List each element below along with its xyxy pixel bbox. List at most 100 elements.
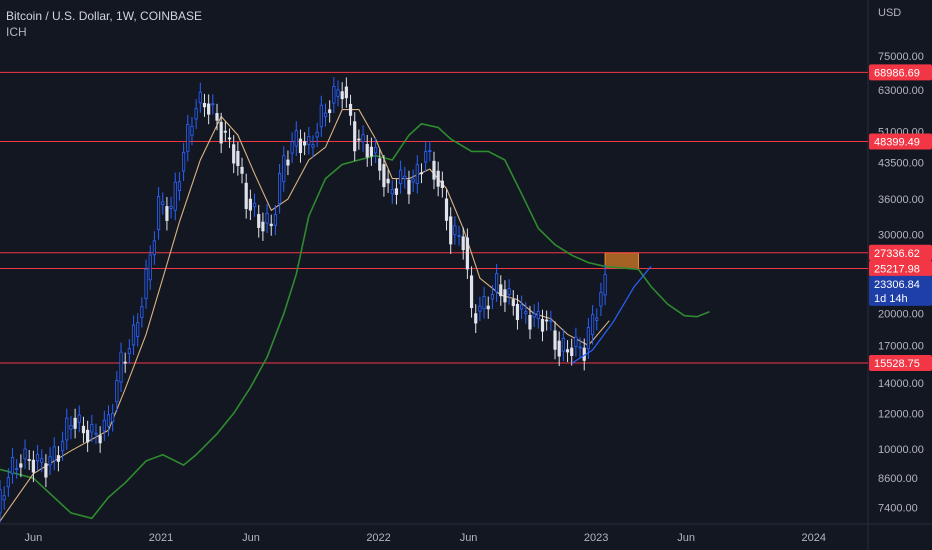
candle-body bbox=[173, 181, 177, 211]
candle-body bbox=[536, 311, 540, 320]
candle-body bbox=[361, 134, 365, 143]
candle-body bbox=[265, 212, 269, 224]
x-tick-label: Jun bbox=[242, 532, 260, 544]
candle-body bbox=[6, 477, 10, 488]
candle-body bbox=[340, 91, 344, 100]
candle-body bbox=[148, 254, 152, 281]
level-price-label: 25217.98 bbox=[874, 264, 920, 276]
candle-body bbox=[540, 318, 545, 332]
candle-body bbox=[115, 380, 119, 403]
candle-body bbox=[102, 419, 106, 432]
candle-body bbox=[219, 121, 223, 144]
candle-body bbox=[252, 202, 257, 208]
y-tick-label: 8600.00 bbox=[878, 473, 918, 485]
candle-body bbox=[65, 417, 69, 441]
candle-body bbox=[319, 104, 323, 128]
candle-body bbox=[90, 423, 94, 433]
bar-countdown-label: 1d 14h bbox=[874, 293, 908, 305]
candle-body bbox=[369, 146, 374, 157]
candle-body bbox=[465, 237, 469, 270]
candle-body bbox=[215, 113, 219, 121]
x-tick-label: Jun bbox=[677, 532, 695, 544]
last-price-label: 23306.84 bbox=[874, 279, 920, 291]
candle-body bbox=[23, 448, 27, 460]
candle-body bbox=[257, 214, 261, 228]
candle-body bbox=[499, 284, 503, 297]
candle-body bbox=[545, 319, 549, 322]
candle-body bbox=[394, 188, 399, 195]
y-tick-label: 63000.00 bbox=[878, 85, 924, 97]
candle-body bbox=[353, 121, 357, 152]
candle-body bbox=[198, 91, 202, 104]
candle-body bbox=[461, 236, 465, 251]
candle-body bbox=[152, 240, 157, 256]
candle-body bbox=[520, 304, 524, 310]
candle-body bbox=[424, 151, 428, 163]
candle-body bbox=[31, 459, 35, 473]
y-tick-label: 75000.00 bbox=[878, 51, 924, 63]
candle-body bbox=[390, 189, 394, 195]
candle-body bbox=[144, 268, 148, 300]
candle-body bbox=[40, 458, 44, 463]
level-price-label: 15528.75 bbox=[874, 358, 920, 370]
candle-body bbox=[415, 164, 419, 184]
candle-body bbox=[123, 361, 127, 364]
level-price-tag bbox=[869, 64, 932, 81]
candle-body bbox=[307, 135, 311, 145]
candle-body bbox=[457, 235, 461, 237]
candle-body bbox=[490, 294, 495, 300]
candle-body bbox=[248, 198, 252, 211]
candle-body bbox=[348, 103, 353, 116]
level-price-label: 48399.49 bbox=[874, 136, 920, 148]
candle-body bbox=[403, 175, 407, 180]
candle-body bbox=[207, 103, 211, 115]
candle-body bbox=[202, 103, 207, 108]
candle-body bbox=[407, 179, 411, 195]
candle-body bbox=[453, 225, 457, 236]
candle-body bbox=[273, 214, 278, 226]
candle-body bbox=[565, 349, 570, 353]
candle-body bbox=[511, 299, 515, 306]
symbol-title[interactable]: Bitcoin / U.S. Dollar, 1W, COINBASE bbox=[6, 9, 203, 23]
candle-body bbox=[494, 273, 499, 293]
candle-body bbox=[419, 172, 424, 175]
candle-body bbox=[553, 330, 557, 350]
candle-body bbox=[328, 109, 332, 113]
candle-body bbox=[344, 86, 348, 99]
candle-body bbox=[98, 435, 102, 444]
candle-body bbox=[232, 144, 236, 164]
candle-body bbox=[10, 457, 15, 475]
candle-body bbox=[528, 314, 532, 330]
indicator-label[interactable]: ICH bbox=[6, 25, 27, 39]
candle-body bbox=[119, 351, 123, 383]
level-price-tag bbox=[869, 133, 932, 150]
x-tick-label: 2021 bbox=[149, 532, 173, 544]
candle-body bbox=[94, 432, 98, 435]
candle-body bbox=[156, 196, 161, 231]
candle-body bbox=[373, 147, 378, 154]
candle-body bbox=[60, 440, 65, 452]
candle-body bbox=[578, 346, 582, 349]
candle-body bbox=[432, 160, 436, 180]
candle-body bbox=[507, 288, 511, 296]
candle-body bbox=[336, 89, 340, 97]
candle-body bbox=[411, 178, 415, 183]
candle-body bbox=[56, 455, 61, 462]
level-price-tag bbox=[869, 260, 932, 277]
candle-body bbox=[332, 86, 336, 104]
candle-body bbox=[303, 141, 307, 146]
candle-body bbox=[469, 275, 474, 309]
candle-body bbox=[474, 313, 478, 324]
x-tick-label: 2024 bbox=[802, 532, 826, 544]
candle-body bbox=[311, 144, 315, 148]
chart-legend: Bitcoin / U.S. Dollar, 1W, COINBASE ICH bbox=[6, 8, 202, 40]
candle-body bbox=[0, 489, 2, 514]
candle-body bbox=[136, 322, 140, 337]
candle-body bbox=[436, 170, 440, 187]
candle-body bbox=[399, 169, 403, 185]
y-tick-label: 12000.00 bbox=[878, 408, 924, 420]
projection-curve bbox=[571, 266, 652, 364]
candle-body bbox=[19, 463, 23, 468]
candle-body bbox=[86, 429, 90, 443]
